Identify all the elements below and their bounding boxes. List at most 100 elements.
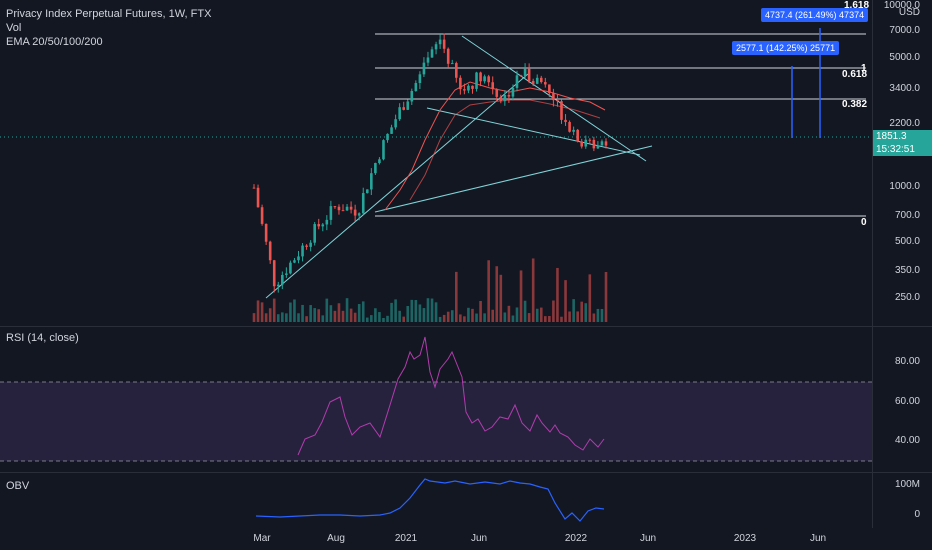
candle-body [564, 119, 567, 123]
candles[interactable] [252, 33, 608, 293]
time-tick: 2021 [394, 533, 418, 544]
volume-bar [353, 312, 357, 322]
candle-body [410, 90, 414, 102]
candle-body [539, 77, 543, 83]
volume-bar [272, 298, 276, 322]
volume-bar [515, 307, 519, 322]
volume-bar [414, 300, 418, 322]
rsi-band [0, 382, 872, 461]
price-chart[interactable] [0, 0, 872, 326]
obv-tick: 100M [894, 479, 920, 490]
measure-label-1[interactable]: 4737.4 (261.49%) 47374 [761, 8, 869, 22]
ema-line-2 [409, 99, 601, 201]
volume-bar [406, 305, 410, 322]
candle-body [272, 260, 276, 287]
trendlines[interactable] [265, 35, 653, 299]
volume-bar [487, 260, 490, 322]
fib-level-1: 1 [861, 63, 867, 74]
volume-bar [450, 310, 454, 322]
candle-body [333, 206, 337, 208]
candle-body [446, 48, 450, 64]
candle-body [519, 75, 523, 77]
rsi-tick: 60.00 [894, 396, 920, 407]
time-tick: Jun [639, 533, 657, 544]
price-tick: 2200.0 [889, 118, 920, 129]
candle-body [349, 206, 353, 210]
volume-bar [309, 305, 312, 322]
volume-bar [552, 300, 555, 322]
candle-body [268, 241, 272, 261]
volume-bar [357, 304, 361, 322]
volume-bar [305, 316, 308, 322]
candle-body [495, 89, 499, 97]
volume-bar [467, 307, 470, 322]
candle-body [552, 93, 555, 101]
last-price-tag[interactable]: 1851.3 [872, 130, 932, 143]
candle-body [584, 139, 588, 147]
candle-body [544, 82, 547, 85]
pane-divider[interactable] [0, 472, 932, 473]
volume-bar [422, 308, 426, 322]
candle-body [450, 63, 454, 65]
candle-body [507, 95, 511, 97]
candle-body [252, 187, 256, 189]
candle-body [321, 224, 325, 227]
volume-bar [382, 317, 385, 322]
volume-bar [446, 311, 450, 322]
volume-bar [535, 308, 539, 322]
price-tick: 5000.0 [889, 52, 920, 63]
price-tick: 500.0 [894, 236, 920, 247]
candle-body [285, 273, 288, 275]
candle-body [276, 284, 280, 287]
volume-bar [374, 308, 377, 322]
candle-body [479, 72, 482, 82]
candle-body [426, 57, 430, 63]
price-tick: 250.0 [894, 292, 920, 303]
volume-bar [365, 317, 369, 322]
rsi-label[interactable]: RSI (14, close) [6, 332, 79, 344]
volume-legend[interactable]: Vol [6, 22, 22, 34]
candle-body [361, 193, 365, 214]
volume-bar [386, 315, 389, 322]
obv-tick: 0 [914, 509, 920, 520]
candle-body [596, 145, 600, 149]
candle-body [317, 224, 321, 227]
price-tick: 7000.0 [889, 25, 920, 36]
fib-level-1618: 1.618 [844, 0, 870, 11]
candle-body [463, 89, 466, 91]
ema-line [384, 81, 606, 211]
candle-body [353, 209, 357, 216]
candle-body [483, 76, 486, 82]
volume-bar [370, 315, 373, 322]
volume-bar [285, 313, 288, 322]
candle-body [297, 256, 300, 261]
volume-bar [418, 304, 422, 322]
volume-bar [527, 313, 531, 322]
candle-body [580, 141, 584, 147]
volume-bar [394, 299, 397, 322]
obv-chart[interactable] [0, 473, 872, 528]
candle-body [515, 75, 519, 88]
ema-legend[interactable]: EMA 20/50/100/200 [6, 36, 103, 48]
candle-body [454, 63, 458, 78]
volume-bar [281, 312, 284, 322]
obv-label[interactable]: OBV [6, 480, 30, 492]
candle-body [459, 77, 462, 90]
volume-bar [297, 313, 300, 322]
volume-bar [604, 272, 608, 322]
pane-divider[interactable] [0, 326, 932, 327]
candle-body [503, 95, 507, 102]
candle-body [337, 206, 341, 211]
volume-bar [329, 305, 333, 322]
volume-bar [531, 258, 535, 322]
measure-label-2[interactable]: 2577.1 (142.25%) 25771 [732, 41, 840, 55]
candle-body [523, 68, 527, 76]
volume-bar [475, 313, 478, 322]
time-tick: Jun [470, 533, 488, 544]
chart-title[interactable]: Privacy Index Perpetual Futures, 1W, FTX [6, 8, 212, 20]
candle-body [357, 213, 361, 216]
volume-bar [548, 316, 551, 322]
volume-bar [471, 308, 474, 322]
volume-bar [321, 315, 325, 322]
rsi-chart[interactable] [0, 327, 872, 472]
